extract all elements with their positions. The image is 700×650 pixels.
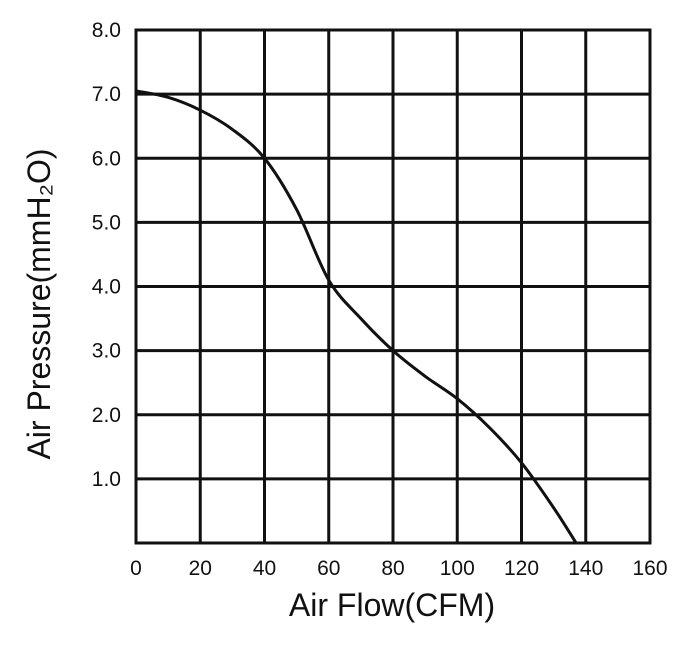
x-tick-label: 20: [189, 557, 212, 580]
tick-labels: 0 20 40 60 80 100 120 140 160 1.0 2.0 3.0 4.0 5.0 6.0 7…: [92, 19, 668, 580]
y-tick-label: 7.0: [92, 83, 121, 106]
x-tick-label: 140: [568, 557, 603, 580]
x-axis-label: Air Flow(CFM): [289, 587, 495, 623]
x-tick-label: 160: [632, 557, 667, 580]
y-tick-label: 2.0: [92, 404, 121, 427]
x-tick-label: 0: [130, 557, 142, 580]
x-tick-label: 80: [381, 557, 404, 580]
y-axis-label: Air Pressure(mmH₂O): [21, 148, 57, 459]
pressure-flow-curve: [134, 89, 578, 545]
grid-lines: [134, 28, 652, 545]
y-tick-label: 3.0: [92, 340, 121, 363]
y-tick-label: 1.0: [92, 468, 121, 491]
series-layer: [134, 89, 578, 545]
y-tick-label: 6.0: [92, 147, 121, 170]
y-tick-label: 8.0: [92, 19, 121, 42]
x-tick-label: 40: [253, 557, 276, 580]
x-tick-label: 100: [440, 557, 475, 580]
y-tick-label: 4.0: [92, 276, 121, 299]
x-tick-label: 120: [504, 557, 539, 580]
y-tick-label: 5.0: [92, 211, 121, 234]
x-tick-label: 60: [317, 557, 340, 580]
